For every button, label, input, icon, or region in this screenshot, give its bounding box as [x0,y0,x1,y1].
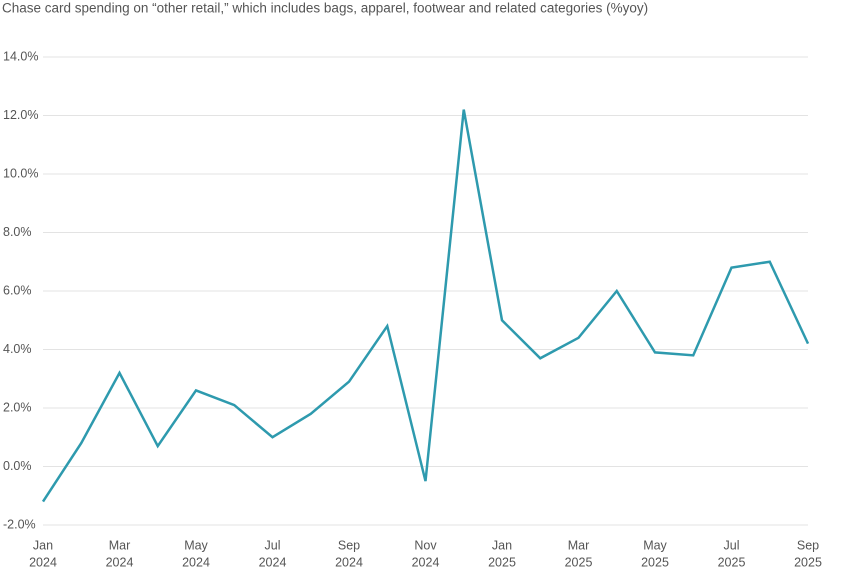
x-tick-label: May [184,538,208,552]
y-tick-label: -2.0% [3,517,36,531]
y-tick-label: 12.0% [3,108,38,122]
x-tick-label: Jul [265,538,281,552]
x-tick-label: 2025 [565,555,593,569]
x-tick-label: 2024 [412,555,440,569]
y-tick-label: 6.0% [3,283,32,297]
x-tick-label: 2025 [641,555,669,569]
x-tick-label: Mar [568,538,590,552]
x-tick-label: 2024 [182,555,210,569]
x-tick-label: 2024 [106,555,134,569]
y-tick-label: 10.0% [3,166,38,180]
x-tick-label: Jan [33,538,53,552]
x-tick-label: Jul [724,538,740,552]
y-tick-label: 0.0% [3,459,32,473]
x-tick-label: Sep [338,538,360,552]
x-tick-label: 2024 [29,555,57,569]
x-tick-label: Mar [109,538,131,552]
y-tick-label: 14.0% [3,49,38,63]
y-tick-label: 8.0% [3,225,32,239]
x-tick-label: Sep [797,538,819,552]
x-tick-label: 2025 [794,555,822,569]
y-tick-label: 4.0% [3,342,32,356]
x-tick-label: 2025 [488,555,516,569]
data-line [41,109,810,503]
x-tick-label: 2025 [718,555,746,569]
x-tick-label: 2024 [259,555,287,569]
y-tick-label: 2.0% [3,400,32,414]
chart-title: Chase card spending on “other retail,” w… [2,1,648,16]
x-tick-label: Jan [492,538,512,552]
x-tick-label: May [643,538,667,552]
x-tick-label: Nov [414,538,437,552]
x-tick-label: 2024 [335,555,363,569]
